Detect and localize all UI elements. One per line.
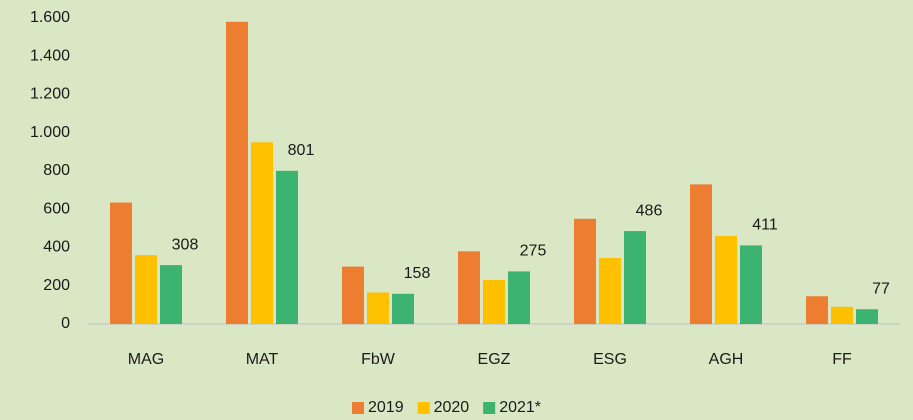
y-tick-label: 400 <box>43 239 70 256</box>
bar <box>624 231 646 324</box>
bar <box>690 184 712 324</box>
y-tick-label: 200 <box>43 277 70 294</box>
data-label: 308 <box>172 236 199 253</box>
data-label: 158 <box>404 265 431 282</box>
bar <box>715 236 737 324</box>
legend-swatch <box>352 402 364 414</box>
bar <box>856 309 878 324</box>
bar <box>110 202 132 324</box>
y-tick-label: 800 <box>43 162 70 179</box>
legend-label: 2020 <box>434 399 470 416</box>
x-tick-label: EGZ <box>478 351 511 368</box>
x-tick-label: MAG <box>128 351 164 368</box>
bar <box>740 245 762 324</box>
bar <box>599 258 621 324</box>
data-label: 77 <box>872 280 890 297</box>
bar <box>251 142 273 324</box>
data-label: 275 <box>520 243 547 260</box>
bar <box>226 21 248 324</box>
legend-swatch <box>417 402 430 414</box>
bar <box>574 218 596 324</box>
bar <box>458 251 480 324</box>
bar <box>135 255 157 324</box>
bar <box>392 293 414 324</box>
x-tick-label: FF <box>832 351 852 368</box>
y-tick-label: 1.200 <box>30 86 70 103</box>
bar <box>483 280 505 324</box>
bar <box>342 266 364 324</box>
x-tick-label: AGH <box>709 351 744 368</box>
legend-label: 2021* <box>499 399 541 416</box>
legend-swatch <box>483 402 496 414</box>
bar <box>367 292 389 324</box>
y-tick-label: 0 <box>61 315 70 332</box>
x-tick-label: ESG <box>593 351 627 368</box>
bar <box>831 306 853 324</box>
x-tick-label: MAT <box>246 351 279 368</box>
y-tick-label: 600 <box>43 200 70 217</box>
bar <box>508 271 530 324</box>
data-label: 801 <box>288 142 315 159</box>
legend-label: 2019 <box>368 399 404 416</box>
bar <box>276 170 298 324</box>
bar <box>806 296 828 324</box>
y-tick-label: 1.600 <box>30 9 70 26</box>
bar <box>160 265 182 324</box>
y-tick-label: 1.400 <box>30 47 70 64</box>
x-tick-label: FbW <box>361 351 396 368</box>
data-label: 411 <box>752 217 778 234</box>
y-tick-label: 1.000 <box>30 124 70 141</box>
data-label: 486 <box>636 202 663 219</box>
